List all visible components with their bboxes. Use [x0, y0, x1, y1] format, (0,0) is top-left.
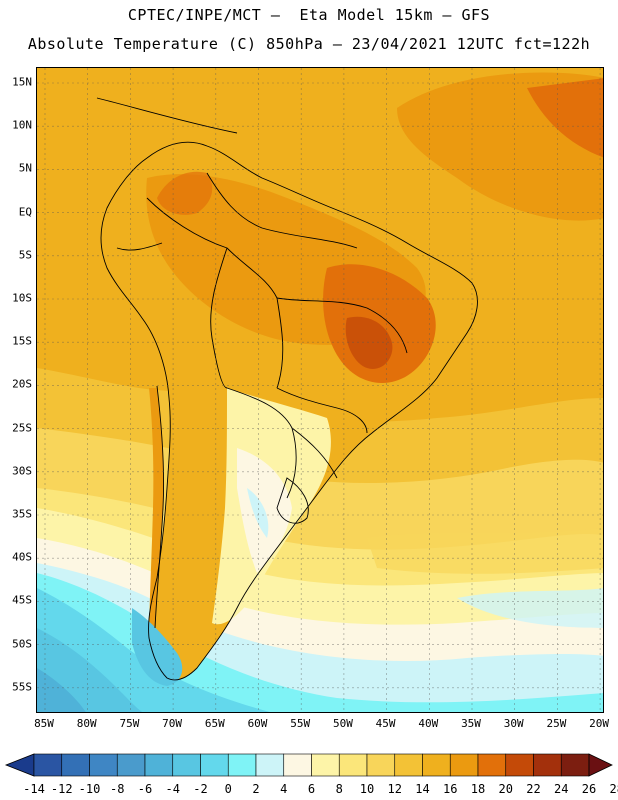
colorbar-swatch: [505, 753, 534, 777]
colorbar-tick-label: 10: [359, 782, 375, 796]
colorbar-swatch: [338, 753, 368, 777]
lon-label: 30W: [503, 717, 524, 730]
colorbar-tick-label: 8: [335, 782, 343, 796]
colorbar-swatch: [366, 753, 396, 777]
lon-label: 50W: [332, 717, 353, 730]
colorbar-swatch: [144, 753, 174, 777]
lat-label: 55S: [12, 680, 32, 694]
lat-label: 25S: [12, 421, 32, 435]
lat-label: 5N: [18, 161, 32, 175]
colorbar-swatch: [533, 753, 562, 777]
colorbar-tick-label: -12: [50, 782, 73, 796]
lat-label: 10N: [12, 118, 32, 132]
lat-label: 40S: [12, 550, 32, 564]
colorbar-tick-label: 20: [498, 782, 513, 796]
lat-label: 50S: [12, 637, 32, 651]
colorbar-tick-label: 12: [387, 782, 402, 796]
colorbar-swatch: [200, 753, 229, 777]
lon-label: 35W: [461, 717, 481, 730]
lat-label: 15N: [12, 75, 32, 89]
colorbar-swatch: [33, 753, 63, 777]
colorbar-swatch: [477, 753, 507, 777]
colorbar-tick-label: -14: [23, 782, 45, 796]
temperature-colorbar: [0, 750, 618, 780]
colorbar-swatch: [61, 753, 90, 777]
lon-label: 40W: [418, 717, 439, 730]
colorbar-tick-label: 16: [443, 782, 458, 796]
colorbar-arrow-high: [588, 753, 613, 777]
colorbar-tick-label: 28: [609, 782, 618, 796]
colorbar-swatch: [255, 753, 285, 777]
lon-label: 80W: [76, 717, 97, 730]
colorbar-swatch: [560, 753, 590, 777]
colorbar-swatch: [172, 753, 201, 777]
lat-label: 20S: [12, 377, 32, 391]
colorbar-tick-label: -2: [193, 782, 208, 796]
colorbar-tick-label: 2: [252, 782, 260, 796]
lon-label: 20W: [589, 717, 610, 730]
colorbar-swatch: [394, 753, 423, 777]
colorbar-swatch: [449, 753, 479, 777]
colorbar-swatch: [227, 753, 257, 777]
colorbar-tick-label: -8: [110, 782, 125, 796]
colorbar-swatch: [89, 753, 118, 777]
colorbar-tick-label: -10: [78, 782, 101, 796]
colorbar-swatch: [283, 753, 312, 777]
colorbar-swatch: [422, 753, 451, 777]
colorbar-tick-label: 26: [581, 782, 597, 796]
colorbar-tick-label: 6: [307, 782, 316, 796]
lat-label: 10S: [12, 291, 32, 305]
colorbar-tick-label: 0: [224, 782, 232, 796]
lat-label: 35S: [12, 507, 32, 521]
colorbar-swatch: [311, 753, 340, 777]
lat-label: 45S: [12, 593, 32, 607]
lon-label: 85W: [34, 717, 54, 730]
colorbar-arrow-low: [4, 753, 35, 777]
lat-label: EQ: [18, 205, 32, 219]
colorbar-tick-label: 18: [470, 782, 486, 796]
colorbar-tick-label: 24: [554, 782, 569, 796]
colorbar-tick-label: 22: [526, 782, 541, 796]
map-title: CPTEC/INPE/MCT – Eta Model 15km – GFS: [127, 6, 491, 24]
lon-label: 75W: [119, 717, 140, 730]
lon-label: 25W: [546, 717, 567, 730]
temperature-map: [36, 67, 604, 713]
colorbar-swatch: [116, 753, 146, 777]
map-subtitle: Absolute Temperature (C) 850hPa – 23/04/…: [27, 35, 591, 53]
lat-label: 15S: [12, 334, 32, 348]
lon-label: 55W: [290, 717, 311, 730]
colorbar-tick-label: 4: [280, 782, 288, 796]
lon-label: 65W: [204, 717, 225, 730]
lat-label: 5S: [18, 248, 32, 262]
colorbar-tick-label: -6: [137, 782, 153, 796]
lon-label: 60W: [247, 717, 268, 730]
lat-label: 30S: [12, 464, 32, 478]
colorbar-tick-label: 14: [415, 782, 430, 796]
lon-label: 45W: [375, 717, 396, 730]
lon-label: 70W: [162, 717, 183, 730]
colorbar-tick-label: -4: [165, 782, 180, 796]
